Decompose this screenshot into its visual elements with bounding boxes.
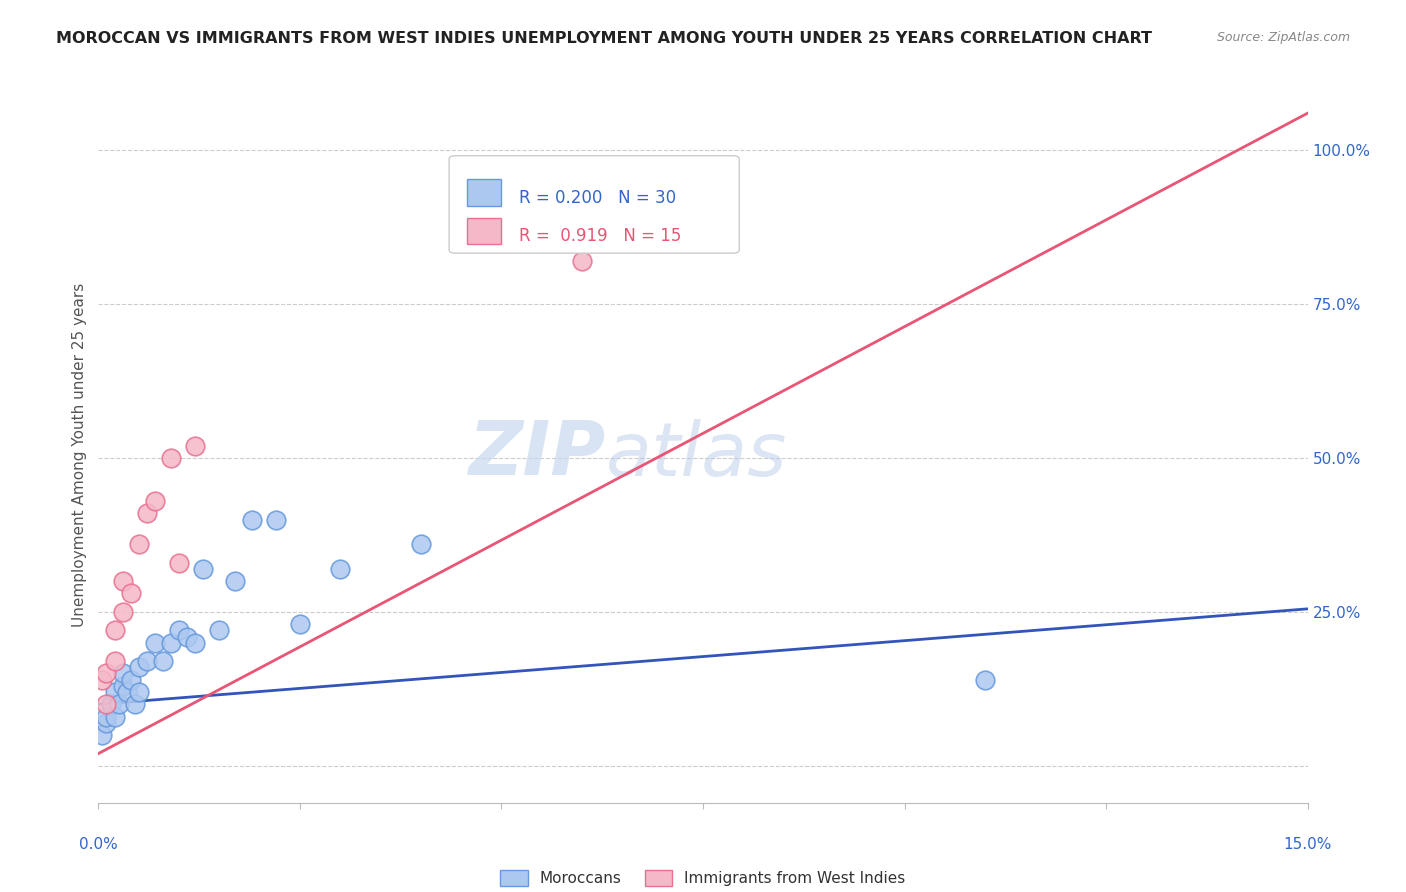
Point (103, 624, 125, 638)
Point (160, 636, 183, 650)
FancyBboxPatch shape (467, 218, 501, 244)
Point (100, 698, 122, 712)
Point (176, 630, 198, 644)
Text: 0.0%: 0.0% (79, 837, 118, 852)
Point (135, 507, 157, 521)
Point (167, 624, 190, 638)
Point (120, 673, 142, 687)
Point (115, 685, 138, 699)
Point (103, 654, 125, 668)
Point (111, 666, 134, 681)
Point (135, 654, 157, 668)
Point (143, 636, 166, 650)
Point (111, 679, 134, 693)
Point (107, 698, 129, 712)
Point (143, 494, 166, 508)
Point (329, 562, 352, 576)
Point (208, 624, 231, 638)
Point (128, 685, 150, 699)
Point (288, 617, 311, 632)
Point (184, 636, 207, 650)
Text: atlas: atlas (606, 419, 787, 491)
Point (224, 574, 246, 589)
Point (96, 715, 118, 730)
Point (167, 556, 190, 570)
Point (184, 439, 207, 453)
Point (111, 574, 134, 589)
Text: R =  0.919   N = 15: R = 0.919 N = 15 (519, 227, 682, 245)
Text: MOROCCAN VS IMMIGRANTS FROM WEST INDIES UNEMPLOYMENT AMONG YOUTH UNDER 25 YEARS : MOROCCAN VS IMMIGRANTS FROM WEST INDIES … (56, 31, 1153, 46)
Point (91, 728, 114, 742)
Point (103, 709, 125, 723)
Point (96, 709, 118, 723)
Point (124, 698, 146, 712)
Point (193, 562, 215, 576)
Text: 15.0%: 15.0% (1284, 837, 1331, 852)
Point (111, 605, 134, 619)
Point (240, 512, 263, 526)
Point (264, 512, 287, 526)
Point (160, 450, 183, 465)
Point (974, 673, 997, 687)
Text: R = 0.200   N = 30: R = 0.200 N = 30 (519, 189, 676, 207)
Point (152, 654, 174, 668)
FancyBboxPatch shape (467, 179, 501, 206)
Y-axis label: Unemployment Among Youth under 25 years: Unemployment Among Youth under 25 years (72, 283, 87, 627)
Point (120, 586, 142, 600)
Legend: Moroccans, Immigrants from West Indies: Moroccans, Immigrants from West Indies (494, 863, 912, 892)
Point (96, 698, 118, 712)
Point (128, 537, 150, 551)
Point (571, 254, 593, 268)
Point (91, 673, 114, 687)
Point (103, 685, 125, 699)
Point (128, 660, 150, 674)
Text: ZIP: ZIP (470, 418, 606, 491)
FancyBboxPatch shape (449, 156, 740, 253)
Point (96, 666, 118, 681)
Point (409, 537, 432, 551)
Text: Source: ZipAtlas.com: Source: ZipAtlas.com (1216, 31, 1350, 45)
